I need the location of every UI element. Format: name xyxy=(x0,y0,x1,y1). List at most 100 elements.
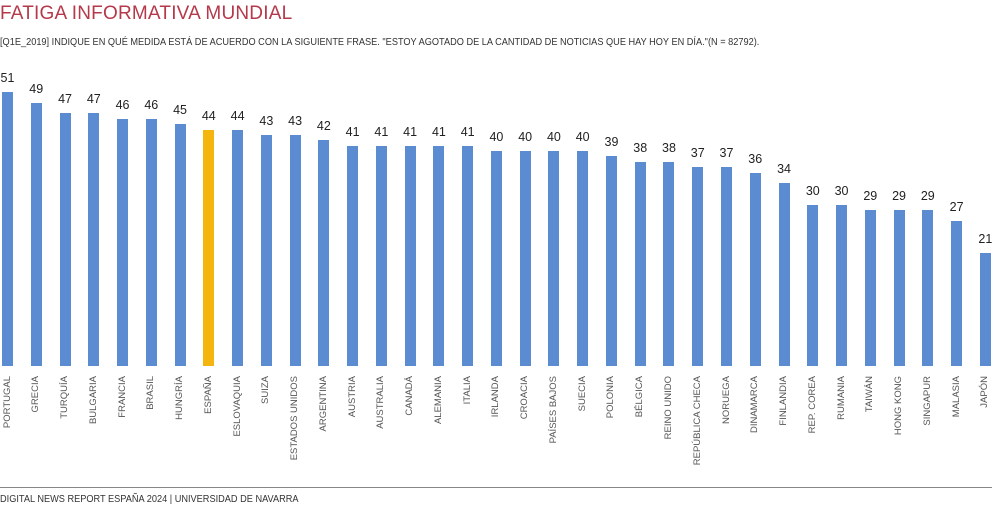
value-label: 27 xyxy=(949,199,964,214)
bar-8 xyxy=(232,129,244,366)
category-label: REPÚBLICA CHECA xyxy=(691,376,703,466)
footer-divider xyxy=(0,487,992,488)
category-label: CANADÁ xyxy=(404,376,416,416)
value-label: 40 xyxy=(575,130,590,145)
bar-1 xyxy=(30,102,42,366)
bar-22 xyxy=(634,161,646,366)
value-label: 43 xyxy=(259,113,274,128)
category-label: RUMANIA xyxy=(835,376,847,420)
bar-18 xyxy=(519,151,531,366)
value-label: 49 xyxy=(29,81,44,96)
category-label: ALEMANIA xyxy=(432,376,444,425)
bar-19 xyxy=(548,151,560,366)
category-label: BRASIL xyxy=(145,376,157,410)
value-label: 51 xyxy=(0,71,15,85)
bar-23 xyxy=(663,161,675,366)
category-label: REP. COREA xyxy=(806,376,818,434)
value-label: 44 xyxy=(230,108,245,123)
category-label: FRANCIA xyxy=(116,376,128,418)
bar-7 xyxy=(203,129,215,366)
category-label: POLONIA xyxy=(605,376,617,419)
bar-33 xyxy=(951,220,963,366)
bar-12 xyxy=(347,145,359,366)
bar-15 xyxy=(433,145,445,366)
bar-28 xyxy=(807,204,819,366)
value-label: 40 xyxy=(518,130,533,145)
bar-24 xyxy=(692,167,704,366)
value-label: 38 xyxy=(633,140,648,155)
category-label: PAÍSES BAJOS xyxy=(547,376,559,444)
bar-6 xyxy=(174,124,186,366)
value-label: 30 xyxy=(834,183,849,198)
bar-25 xyxy=(721,167,732,366)
value-label: 41 xyxy=(374,124,389,139)
category-label: AUSTRALIA xyxy=(375,376,387,429)
category-label: MALASIA xyxy=(950,376,962,418)
value-label: 41 xyxy=(345,124,360,139)
value-label: 37 xyxy=(690,146,705,161)
chart-title: FATIGA INFORMATIVA MUNDIAL xyxy=(0,3,293,24)
category-label: NORUEGA xyxy=(720,376,732,425)
bar-27 xyxy=(778,183,790,366)
category-label: ESTADOS UNIDOS xyxy=(289,376,301,461)
category-label: ESLOVAQUIA xyxy=(231,376,243,437)
bar-31 xyxy=(893,210,905,366)
category-label: GRECIA xyxy=(30,376,42,413)
value-label: 42 xyxy=(316,119,331,134)
category-label: AUSTRIA xyxy=(346,376,358,418)
category-label: ESPAÑA xyxy=(202,376,214,414)
value-label: 40 xyxy=(546,130,561,145)
value-label: 41 xyxy=(460,124,475,139)
category-label: CROACIA xyxy=(519,376,531,420)
bar-11 xyxy=(318,140,330,366)
bar-4 xyxy=(117,118,129,366)
value-label: 44 xyxy=(201,108,216,123)
chart-subtitle: [Q1E_2019] INDIQUE EN QUÉ MEDIDA ESTÁ DE… xyxy=(0,37,760,48)
bar-chart: 51 PORTUGAL 49 GRECIA 47 TURQUÍA 47 BULGARIA 46 F… xyxy=(0,71,992,466)
bar-21 xyxy=(605,156,617,366)
value-label: 46 xyxy=(144,97,159,112)
bar-17 xyxy=(490,151,502,366)
value-label: 40 xyxy=(489,130,504,145)
category-label: SUIZA xyxy=(260,376,272,404)
value-label: 47 xyxy=(58,92,72,107)
category-label: HONG KONG xyxy=(893,376,905,436)
bar-10 xyxy=(289,134,301,366)
value-label: 30 xyxy=(805,183,820,198)
bar-20 xyxy=(577,151,589,366)
footer-text: DIGITAL NEWS REPORT ESPAÑA 2024 | UNIVER… xyxy=(0,494,299,505)
category-label: FINLANDIA xyxy=(778,376,790,426)
category-label: REINO UNIDO xyxy=(662,376,674,440)
value-label: 46 xyxy=(115,97,130,112)
value-label: 21 xyxy=(978,232,992,247)
bar-16 xyxy=(462,145,474,366)
category-label: SUECIA xyxy=(576,376,588,412)
value-label: 41 xyxy=(431,124,446,139)
value-label: 29 xyxy=(920,189,935,204)
category-label: ITALIA xyxy=(461,376,473,405)
bar-29 xyxy=(836,204,848,366)
category-label: IRLANDA xyxy=(490,376,502,418)
bar-14 xyxy=(404,145,416,366)
category-label: BULGARIA xyxy=(87,376,99,425)
value-label: 41 xyxy=(403,124,418,139)
category-label: DINAMARCA xyxy=(749,376,761,434)
bar-5 xyxy=(145,118,157,366)
value-label: 47 xyxy=(86,92,101,107)
category-label: PORTUGAL xyxy=(1,376,13,429)
value-label: 36 xyxy=(748,151,763,166)
category-label: ARGENTINA xyxy=(317,376,329,432)
category-label: TAIWÁN xyxy=(864,376,876,413)
value-label: 34 xyxy=(777,162,791,177)
value-label: 43 xyxy=(288,113,303,128)
bar-3 xyxy=(88,113,100,366)
value-label: 45 xyxy=(173,103,187,118)
value-label: 38 xyxy=(662,140,676,155)
bar-0 xyxy=(2,92,13,366)
value-label: 29 xyxy=(892,189,906,204)
value-label: 37 xyxy=(719,146,734,161)
bar-34 xyxy=(979,253,991,366)
bar-2 xyxy=(59,113,71,366)
bar-26 xyxy=(749,172,761,366)
bar-13 xyxy=(375,145,387,366)
